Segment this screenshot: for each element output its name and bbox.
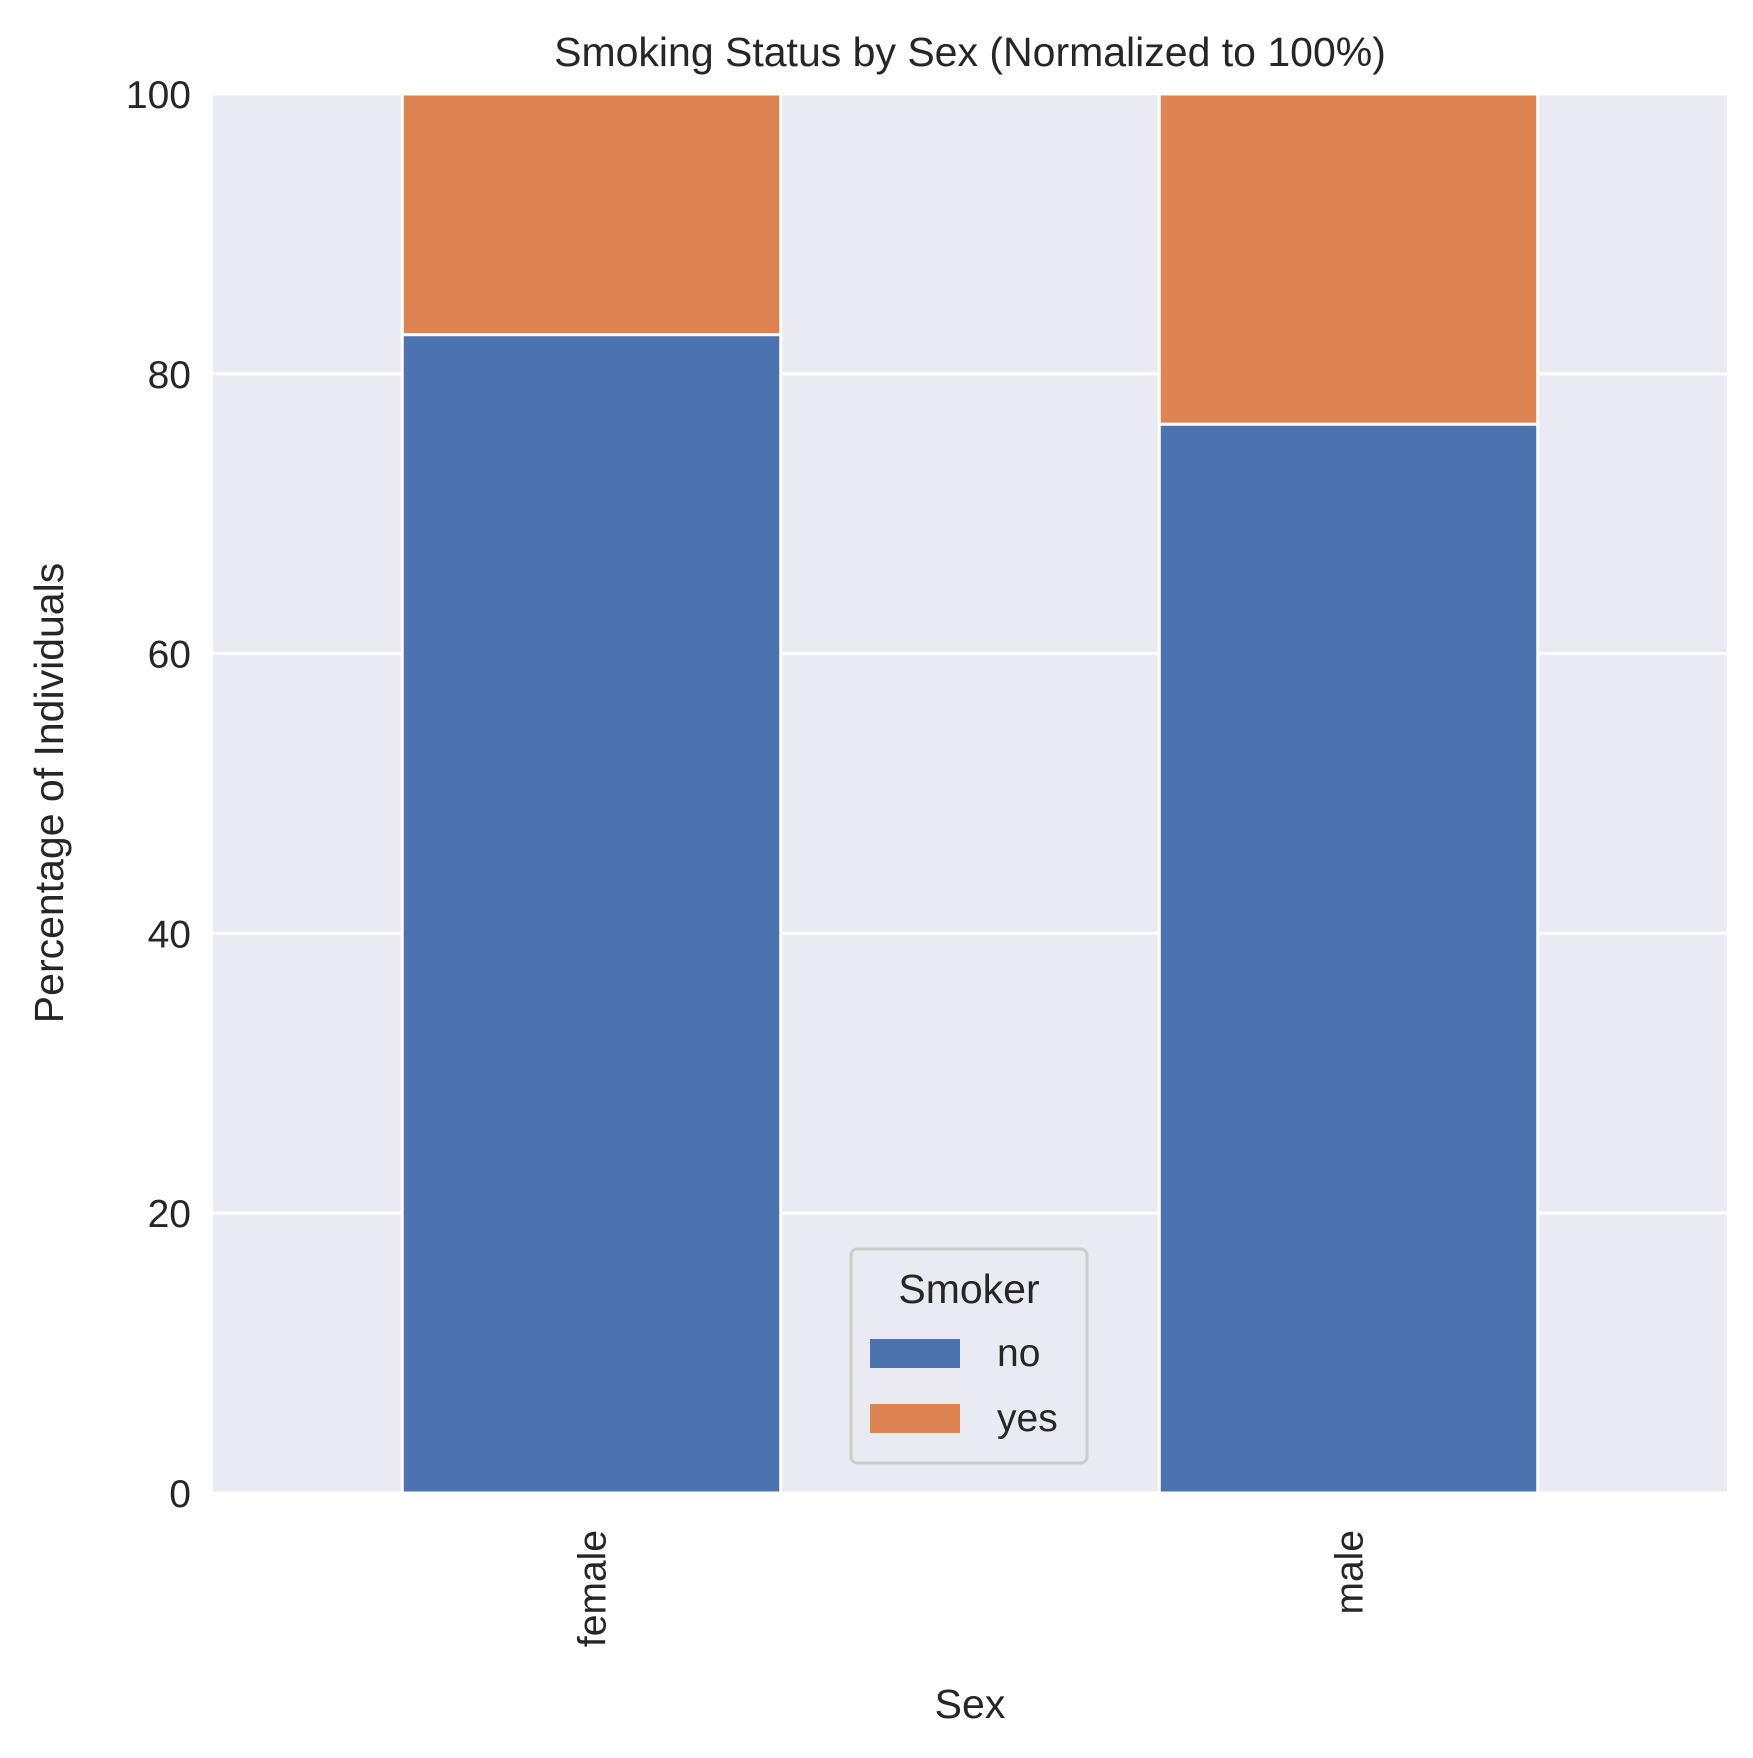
x-axis-label: Sex [935, 1681, 1006, 1727]
y-axis-label: Percentage of Individuals [26, 563, 72, 1023]
bar-yes-male [1157, 92, 1540, 426]
legend-label-yes: yes [997, 1397, 1058, 1440]
y-tick-label: 0 [169, 1473, 191, 1516]
legend: Smoker no yes [849, 1247, 1089, 1465]
bar-yes-female [400, 92, 783, 337]
legend-swatch-no [870, 1339, 960, 1368]
y-tick-label: 40 [148, 913, 191, 956]
x-tick-label: female [572, 1530, 615, 1647]
y-axis-ticks: 0 20 40 60 80 100 [126, 74, 191, 1516]
bar-no-female [400, 333, 783, 1495]
y-tick-label: 100 [126, 74, 191, 117]
x-axis-ticks: female male [572, 1530, 1372, 1647]
x-tick-label: male [1329, 1530, 1372, 1615]
legend-swatch-yes [870, 1404, 960, 1433]
legend-title: Smoker [898, 1266, 1039, 1312]
y-tick-label: 20 [148, 1193, 191, 1236]
y-tick-label: 60 [148, 634, 191, 677]
bar-no-male [1157, 422, 1540, 1495]
y-tick-label: 80 [148, 354, 191, 397]
legend-label-no: no [997, 1332, 1040, 1375]
chart-title: Smoking Status by Sex (Normalized to 100… [554, 29, 1386, 75]
bars [400, 92, 1540, 1495]
